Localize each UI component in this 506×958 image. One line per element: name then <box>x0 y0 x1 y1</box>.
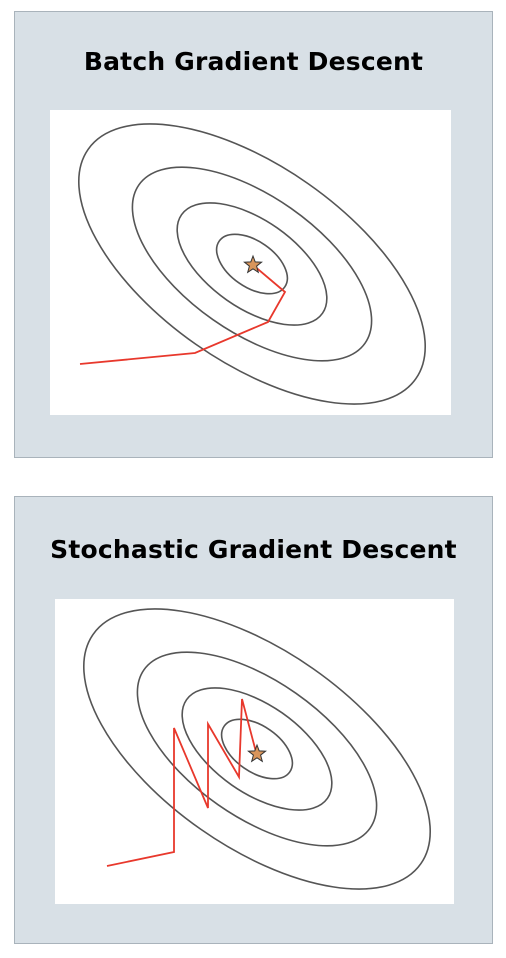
contour-ring-outer <box>82 608 432 890</box>
contour-ring-inner <box>215 233 289 295</box>
panel-title: Batch Gradient Descent <box>83 47 424 76</box>
contour-plot <box>50 110 451 415</box>
contour-ring-3 <box>131 166 373 362</box>
descent-path <box>106 698 257 867</box>
contour-ring-inner <box>220 718 294 780</box>
contour-ring-3 <box>136 651 378 847</box>
panel-title: Stochastic Gradient Descent <box>50 535 457 564</box>
contour-plot <box>55 599 454 904</box>
minimum-star-icon <box>243 254 263 274</box>
contour-plot-svg <box>82 608 432 890</box>
batch-gradient-descent-panel: Batch Gradient Descent <box>14 11 493 458</box>
descent-path <box>79 264 287 365</box>
minimum-star-icon <box>247 743 267 763</box>
contour-plot-svg <box>77 123 427 405</box>
contour-ring-2 <box>176 202 328 326</box>
contour-ring-outer <box>77 123 427 405</box>
stochastic-gradient-descent-panel: Stochastic Gradient Descent <box>14 496 493 944</box>
contour-ring-2 <box>181 687 333 811</box>
